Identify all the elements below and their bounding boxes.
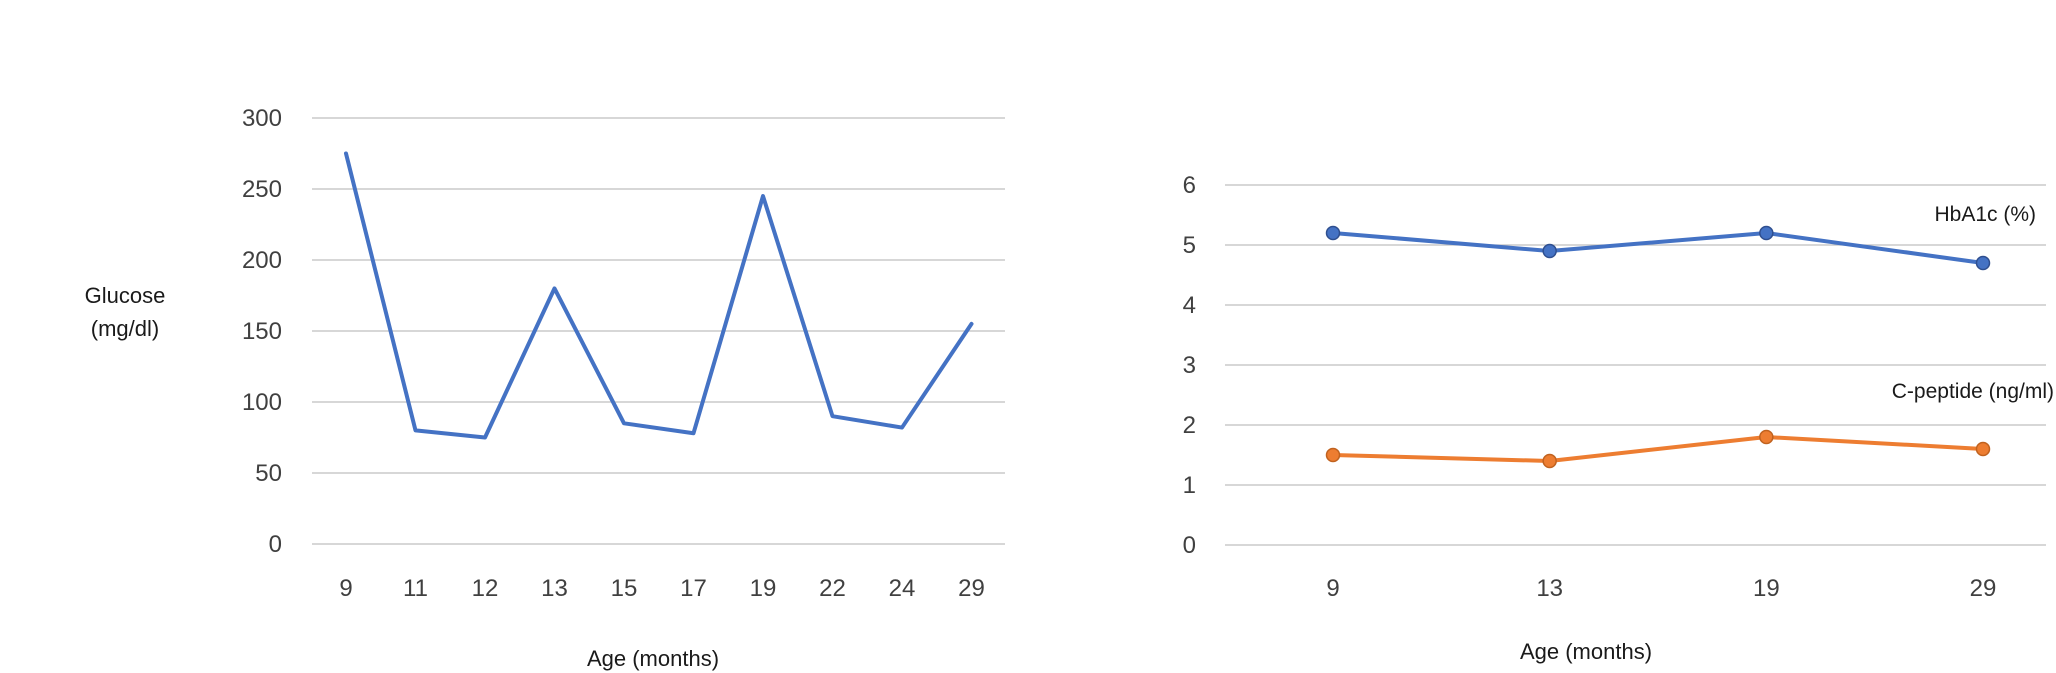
c2-series-0-point [1542,243,1557,259]
c1-y-tick-label: 100 [242,389,282,416]
c1-y-tick-label: 250 [242,176,282,203]
c1-y-tick-label: 50 [255,460,282,487]
c2-y-tick-label: 1 [1183,472,1196,499]
c2-y-tick-label: 4 [1183,292,1196,319]
hba1c-cpeptide-series [1325,225,1991,469]
c1-x-tick-label: 11 [403,575,428,602]
c2-y-tick-label: 3 [1183,352,1196,379]
c1-y-tick-label: 300 [242,105,282,132]
c1-x-tick-label: 17 [680,575,707,602]
c2-series-line-0 [1331,231,1985,265]
c2-series-1-point [1975,441,1991,457]
c2-series-1-point [1542,453,1557,469]
c2-series-0-point [1975,255,1991,271]
hba1c-cpeptide-x-axis-label: Age (months) [1520,639,1652,664]
c2-series-1-point [1759,429,1774,445]
glucose-x-ticks: 9 11 12 13 15 17 19 22 24 29 [339,575,985,602]
c2-series-line-1 [1331,435,1985,463]
hba1c-cpeptide-x-ticks: 9 13 19 29 [1326,575,1996,602]
hba1c-series-label: HbA1c (%) [1934,203,2036,226]
c1-y-tick-label: 0 [269,531,282,558]
glucose-chart: 0 50 100 150 200 250 300 9 11 12 13 15 17 19 22 24 29 G… [85,105,1005,671]
glucose-y-axis-label-line2: (mg/dl) [91,316,159,341]
c2-x-tick-label: 29 [1970,575,1997,602]
c1-x-tick-label: 29 [958,575,985,602]
c2-series-0-point [1759,225,1774,241]
c2-x-tick-label: 13 [1536,575,1563,602]
glucose-gridlines [312,117,1005,545]
c2-series-1-point [1325,447,1341,463]
c1-x-tick-label: 24 [889,575,916,602]
c2-y-tick-label: 2 [1183,412,1196,439]
c1-y-tick-label: 150 [242,318,282,345]
glucose-series [344,151,974,440]
cpeptide-series-label: C-peptide (ng/ml) [1892,380,2054,403]
hba1c-cpeptide-y-ticks: 0 1 2 3 4 5 6 [1183,172,1196,559]
hba1c-cpeptide-gridlines [1225,184,2046,546]
c1-x-tick-label: 15 [611,575,638,602]
c1-x-tick-label: 9 [339,575,352,602]
c2-x-tick-label: 19 [1753,575,1780,602]
c1-x-tick-label: 12 [472,575,499,602]
c1-series-line-0 [344,151,974,440]
c2-y-tick-label: 5 [1183,232,1196,259]
c2-y-tick-label: 0 [1183,532,1196,559]
c1-y-tick-label: 200 [242,247,282,274]
c2-x-tick-label: 9 [1326,575,1339,602]
glucose-y-ticks: 0 50 100 150 200 250 300 [242,105,282,558]
glucose-x-axis-label: Age (months) [587,646,719,671]
hba1c-cpeptide-chart: 0 1 2 3 4 5 6 9 13 19 29 HbA1c (%) C-peptide (ng/… [1183,172,2054,664]
c1-x-tick-label: 13 [541,575,568,602]
c1-x-tick-label: 22 [819,575,846,602]
c1-x-tick-label: 19 [750,575,777,602]
glucose-y-axis-label-line1: Glucose [85,283,166,308]
c2-series-0-point [1325,225,1341,241]
c2-y-tick-label: 6 [1183,172,1196,199]
